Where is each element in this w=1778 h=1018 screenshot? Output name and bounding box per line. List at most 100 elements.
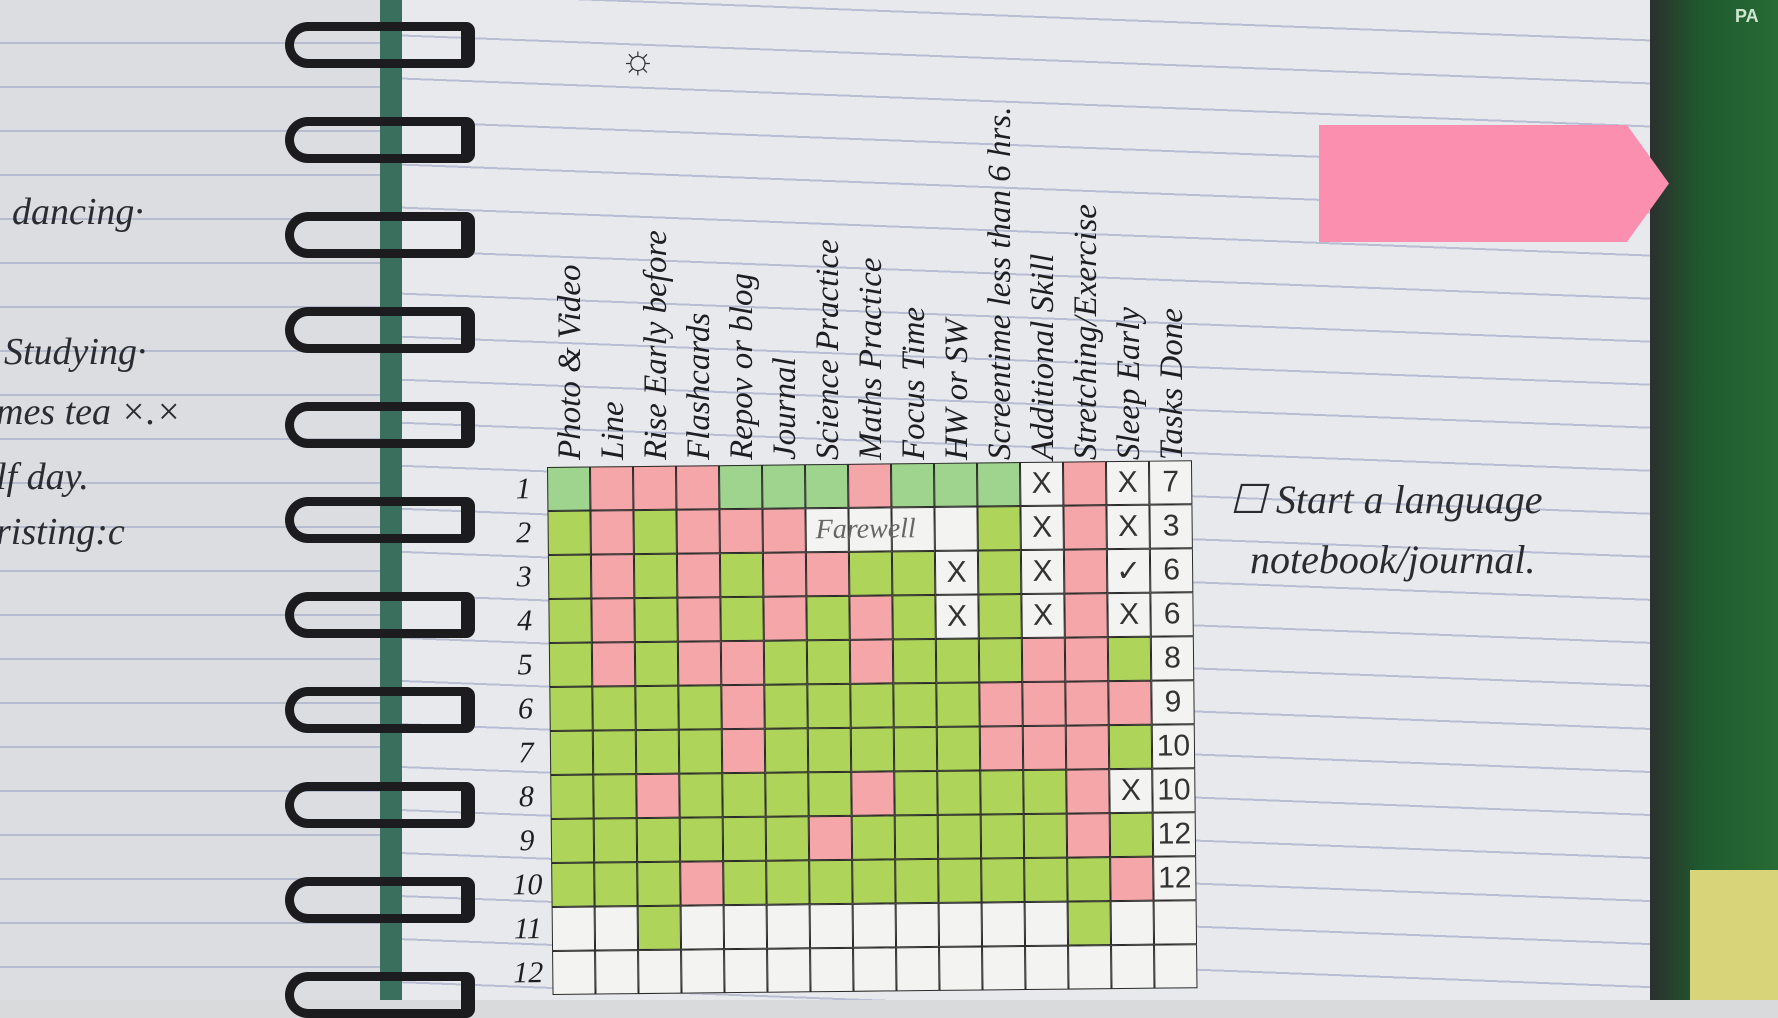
habit-cell xyxy=(721,684,765,730)
habit-header: Science Practice xyxy=(805,0,849,460)
habit-cell xyxy=(723,904,768,950)
habit-cell xyxy=(807,727,852,773)
habit-cell: X xyxy=(935,594,979,639)
habit-cell xyxy=(805,551,850,597)
left-text-line: lf day. xyxy=(0,456,89,498)
habit-cell xyxy=(1067,901,1112,946)
habit-cell xyxy=(632,465,677,511)
habit-cell xyxy=(850,683,894,728)
habit-cell: X xyxy=(934,550,979,595)
habit-cell xyxy=(723,860,767,906)
habit-cell xyxy=(894,770,938,816)
left-text-line: Studying· xyxy=(4,331,147,373)
day-number: 11 xyxy=(513,912,542,946)
habit-cell xyxy=(1022,725,1067,771)
habit-cell xyxy=(593,774,637,819)
tasks-done-count: 10 xyxy=(1152,768,1196,813)
habit-header: Journal xyxy=(762,0,806,460)
habit-cell xyxy=(851,771,895,816)
habit-cell xyxy=(721,728,766,774)
habit-cell xyxy=(680,861,724,906)
habit-cell xyxy=(718,464,763,510)
tasks-done-count: 9 xyxy=(1151,680,1195,725)
habit-cell xyxy=(1064,593,1108,638)
habit-cell: X xyxy=(1106,504,1150,550)
habit-cell xyxy=(634,597,678,643)
tasks-done-count: 12 xyxy=(1153,856,1197,901)
habit-header-label: Science Practice xyxy=(810,239,846,460)
habit-cell xyxy=(1024,901,1069,947)
habit-cell xyxy=(1065,681,1109,726)
habit-cell xyxy=(893,682,937,728)
habit-cell xyxy=(1109,812,1154,858)
habit-cell xyxy=(1111,944,1155,990)
habit-cell xyxy=(893,726,938,772)
note-line: Start a language xyxy=(1275,477,1543,522)
habit-cell xyxy=(766,860,810,905)
habit-cell xyxy=(762,552,807,597)
habit-cell xyxy=(764,684,808,729)
day-number: 9 xyxy=(519,824,535,858)
habit-cell xyxy=(767,948,811,993)
habit-header: HW or SW xyxy=(934,0,978,460)
habit-cell xyxy=(594,862,638,907)
day-number: 1 xyxy=(515,472,531,506)
habit-cell xyxy=(851,815,896,860)
habit-cell xyxy=(681,949,725,994)
day-number: 4 xyxy=(516,604,533,638)
habit-cell xyxy=(677,641,722,686)
habit-header: Screentime less than 6 hrs. xyxy=(977,0,1021,460)
habit-cell xyxy=(804,463,849,509)
tasks-done-count: 12 xyxy=(1152,812,1197,857)
habit-cell xyxy=(677,597,721,642)
habit-cell xyxy=(675,465,720,510)
habit-cell xyxy=(977,506,1021,551)
habit-header-label: Tasks Done xyxy=(1154,308,1190,460)
habit-header-label: Repov or blog xyxy=(724,273,760,460)
habit-cell xyxy=(979,682,1023,727)
habit-cell: X xyxy=(1020,549,1065,595)
habit-cell xyxy=(1068,945,1112,990)
habit-cell xyxy=(978,638,1023,683)
habit-cell xyxy=(939,946,983,991)
habit-cell xyxy=(591,598,635,643)
habit-cell xyxy=(847,463,892,508)
habit-cell: X xyxy=(1019,461,1064,507)
habit-cell xyxy=(763,640,808,685)
habit-cell xyxy=(978,594,1022,639)
habit-cell xyxy=(809,859,853,905)
habit-cell xyxy=(1062,461,1107,506)
habit-cell xyxy=(896,946,940,992)
habit-header-label: Rise Early before xyxy=(638,230,674,460)
cover-label: PA xyxy=(1735,6,1759,26)
habit-cell xyxy=(935,638,980,683)
left-text-line: risting:c xyxy=(0,511,125,553)
notebook-cover xyxy=(1650,0,1778,1000)
day-number: 3 xyxy=(516,560,532,594)
habit-cell xyxy=(1063,505,1107,550)
spiral-ring-icon xyxy=(285,117,475,163)
habit-cell xyxy=(762,508,806,553)
habit-cell xyxy=(1108,680,1152,726)
habit-header-label: Line xyxy=(595,401,631,460)
habit-cell xyxy=(1063,549,1108,594)
habit-cell xyxy=(808,771,852,817)
day-number: 8 xyxy=(518,780,535,814)
habit-cell xyxy=(761,464,806,509)
habit-cell xyxy=(552,950,596,995)
habit-cell xyxy=(895,858,939,904)
tasks-done-count: 6 xyxy=(1149,548,1194,593)
habit-cell xyxy=(634,641,679,687)
day-number: 2 xyxy=(516,516,532,550)
habit-cell xyxy=(981,902,1026,947)
habit-cell xyxy=(809,903,854,949)
habit-cell xyxy=(1108,724,1153,770)
habit-cell xyxy=(549,686,593,731)
habit-header: Sleep Early xyxy=(1106,0,1150,460)
habit-cell xyxy=(1065,725,1110,770)
habit-cell xyxy=(892,638,937,684)
habit-cell xyxy=(981,858,1025,903)
habit-cell xyxy=(765,816,810,861)
habit-cell xyxy=(934,506,978,551)
habit-cell xyxy=(679,817,724,862)
